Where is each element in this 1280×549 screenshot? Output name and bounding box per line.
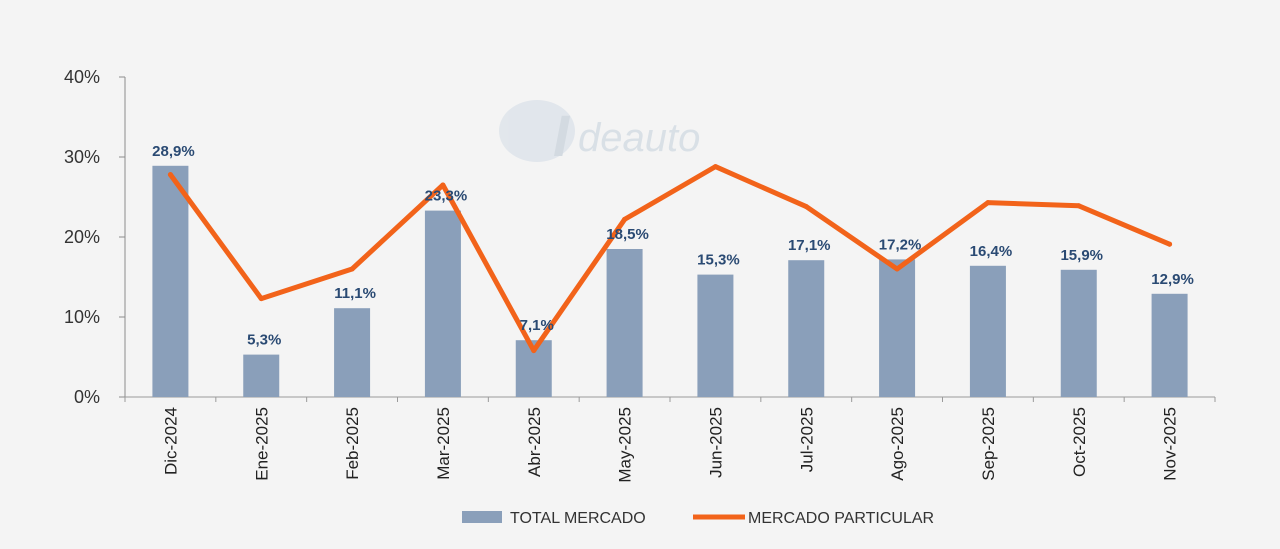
bar-data-label: 17,1%	[788, 237, 831, 254]
x-tick-label: Sep-2025	[979, 407, 998, 481]
bar-data-label: 12,9%	[1151, 271, 1194, 288]
bar	[243, 354, 280, 397]
bar-data-label: 15,3%	[697, 252, 740, 269]
bar	[969, 265, 1006, 397]
bar	[152, 165, 189, 397]
bar	[697, 274, 734, 397]
x-tick-label: Ene-2025	[252, 407, 271, 481]
bar-data-label: 7,1%	[520, 317, 554, 334]
line-point	[712, 164, 718, 170]
data-labels: 28,9% 5,3% 11,1% 23,3% 7,1% 18,5% 15,3% 17,1% 17…	[152, 143, 1194, 349]
x-tick-label: Ago-2025	[888, 407, 907, 481]
y-tick-label: 10%	[64, 307, 100, 327]
bar-data-label: 11,1%	[334, 285, 376, 302]
x-tick-label: Abr-2025	[525, 407, 544, 477]
bar	[1151, 293, 1188, 397]
bar-data-label: 28,9%	[152, 143, 195, 160]
x-tick-label: Dic-2024	[161, 407, 180, 475]
bar	[879, 259, 916, 397]
bar-data-label: 5,3%	[247, 332, 281, 349]
bar	[424, 210, 461, 397]
bar-series	[152, 165, 1188, 397]
line-point	[1076, 203, 1082, 209]
y-tick-label: 0%	[74, 387, 100, 407]
x-tick-label: Nov-2025	[1161, 407, 1180, 481]
bar	[1060, 269, 1097, 397]
x-tick-label: Feb-2025	[343, 407, 362, 480]
line-point	[894, 266, 900, 272]
watermark-text: deauto	[578, 116, 700, 160]
axes: 0% 10% 20% 30% 40% Dic-2024 Ene-2025 Feb-2025 Ma…	[64, 67, 1216, 483]
line-point	[803, 204, 809, 210]
bar-data-label: 15,9%	[1060, 247, 1103, 264]
x-tick-label: May-2025	[616, 407, 635, 483]
bar	[606, 249, 643, 397]
line-point	[622, 216, 628, 222]
line-point	[349, 266, 355, 272]
watermark-logo-letter: I	[553, 104, 571, 169]
bar-data-label: 17,2%	[879, 236, 922, 253]
line-point	[258, 296, 264, 302]
x-tick-label: Mar-2025	[434, 407, 453, 480]
line-path	[167, 164, 1173, 354]
legend: TOTAL MERCADO MERCADO PARTICULAR	[462, 510, 934, 527]
x-tick-label: Jul-2025	[797, 407, 816, 472]
line-series	[167, 164, 1173, 354]
x-tick-label: Oct-2025	[1070, 407, 1089, 477]
bar-data-label: 23,3%	[425, 188, 468, 205]
line-point	[440, 182, 446, 188]
x-tick-label: Jun-2025	[706, 407, 725, 478]
y-tick-label: 30%	[64, 147, 100, 167]
legend-label-total: TOTAL MERCADO	[510, 510, 646, 527]
line-point	[531, 348, 537, 354]
line-point	[1167, 241, 1173, 247]
bar-data-label: 18,5%	[606, 226, 649, 243]
legend-label-particular: MERCADO PARTICULAR	[748, 510, 934, 527]
y-tick-label: 40%	[64, 67, 100, 87]
line-point	[167, 172, 173, 178]
watermark: I deauto	[499, 100, 700, 169]
bar-data-label: 16,4%	[970, 243, 1013, 260]
bar	[788, 260, 825, 397]
legend-swatch-bar	[462, 511, 502, 523]
line-point	[985, 200, 991, 206]
watermark-logo-shape	[499, 100, 575, 162]
y-tick-label: 20%	[64, 227, 100, 247]
bar	[334, 308, 371, 397]
